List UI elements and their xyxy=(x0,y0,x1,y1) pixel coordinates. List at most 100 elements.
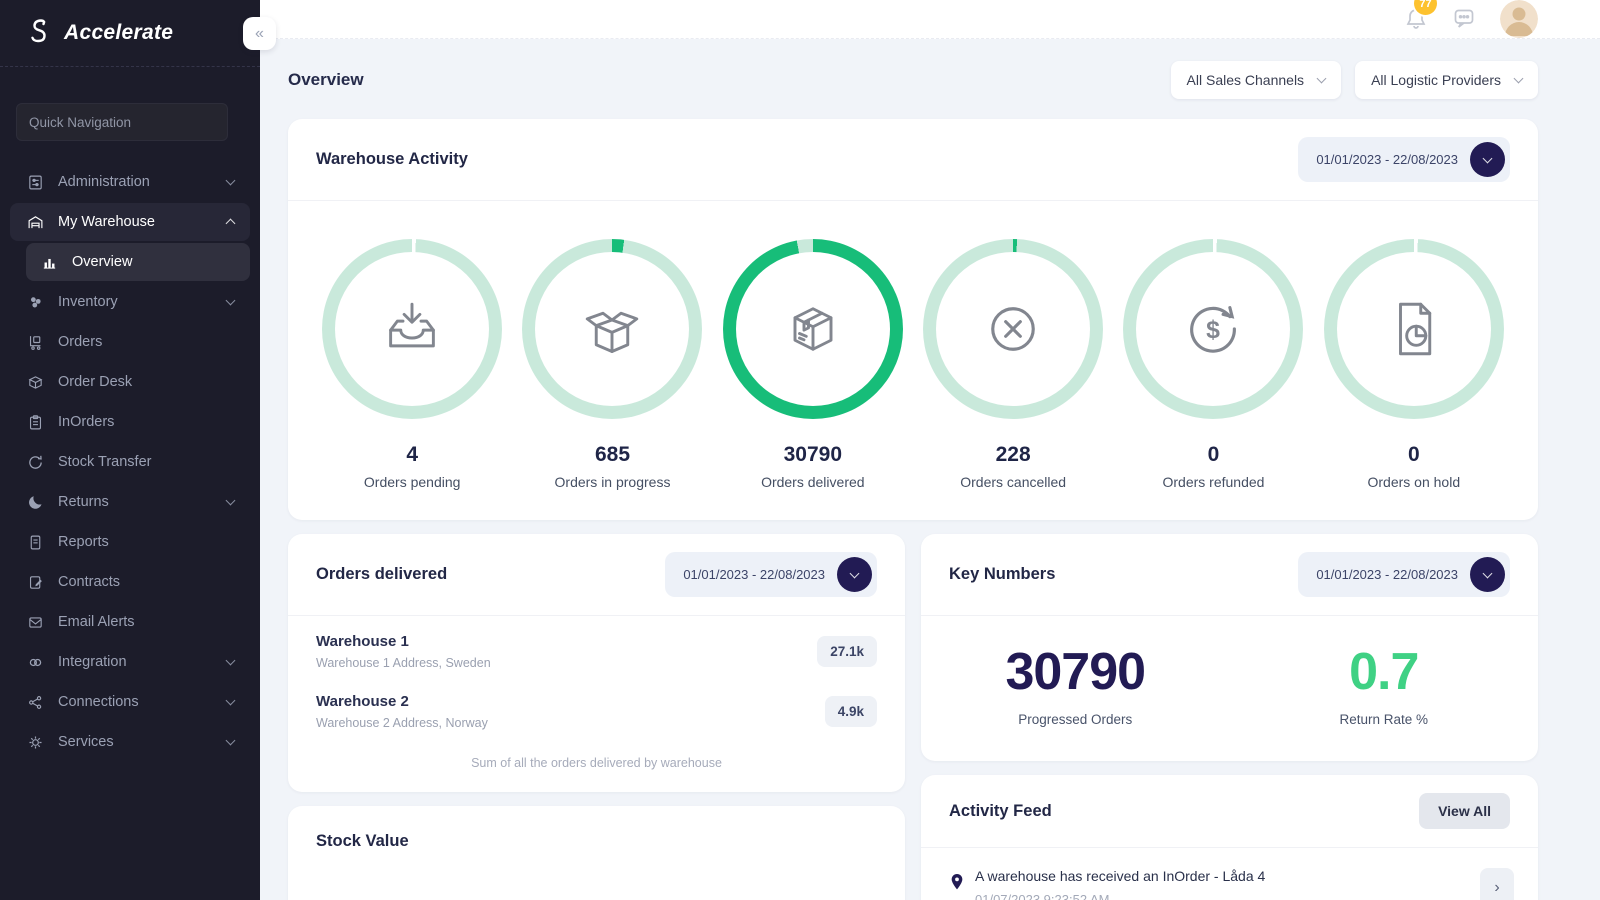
quick-navigation-input[interactable] xyxy=(16,103,228,141)
sidebar-item-label: Orders xyxy=(58,334,103,350)
delivered-count-badge: 27.1k xyxy=(817,636,877,667)
stat-value: 0 xyxy=(1407,443,1420,466)
sidebar-item-label: My Warehouse xyxy=(58,214,155,230)
chevron-up-icon xyxy=(225,218,236,228)
progress-ring xyxy=(722,239,903,419)
warehouse-row: Warehouse 1 Warehouse 1 Address, Sweden … xyxy=(288,616,905,676)
sidebar-item-connections[interactable]: Connections xyxy=(10,683,250,721)
stat-value: 0 xyxy=(1207,443,1220,466)
gear-icon xyxy=(26,733,44,751)
stat-orders-in-progress: 685 Orders in progress xyxy=(512,239,712,490)
sidebar-item-overview[interactable]: Overview xyxy=(26,243,250,281)
sales-channels-value: All Sales Channels xyxy=(1186,72,1305,88)
sidebar-item-inorders[interactable]: InOrders xyxy=(10,403,250,441)
warehouse-name: Warehouse 1 xyxy=(316,633,409,650)
date-range-picker[interactable]: 01/01/2023 - 22/08/2023 xyxy=(1298,552,1510,597)
chevron-right-icon[interactable]: › xyxy=(1480,868,1514,900)
chevron-down-icon[interactable] xyxy=(837,557,872,592)
activity-entry-text: A warehouse has received an InOrder - Lå… xyxy=(975,868,1266,884)
metric-progressed-orders: 30790 Progressed Orders xyxy=(921,642,1230,727)
warehouse-address: Warehouse 2 Address, Norway xyxy=(316,716,488,730)
notifications-button[interactable]: 77 xyxy=(1404,0,1437,32)
sidebar-item-label: Stock Transfer xyxy=(58,454,152,470)
user-avatar[interactable] xyxy=(1500,0,1538,38)
double-chevron-left-icon: « xyxy=(255,24,264,42)
card-title: Warehouse Activity xyxy=(316,150,468,168)
sidebar-item-orders[interactable]: Orders xyxy=(10,323,250,361)
document-pen-icon xyxy=(26,573,44,591)
sidebar-item-reports[interactable]: Reports xyxy=(10,523,250,561)
sidebar-item-inventory[interactable]: Inventory xyxy=(10,283,250,321)
hand-truck-icon xyxy=(26,333,44,351)
sidebar-item-returns[interactable]: Returns xyxy=(10,483,250,521)
sidebar-item-integration[interactable]: Integration xyxy=(10,643,250,681)
right-column: Key Numbers 01/01/2023 - 22/08/2023 3079… xyxy=(921,534,1538,900)
sidebar-item-my-warehouse[interactable]: My Warehouse xyxy=(10,203,250,241)
sliders-icon xyxy=(26,173,44,191)
filters: All Sales Channels All Logistic Provider… xyxy=(1170,61,1538,99)
stat-label: Orders delivered xyxy=(761,474,865,490)
brand-logo-icon xyxy=(31,19,46,43)
card-title: Orders delivered xyxy=(316,565,448,583)
stat-value: 4 xyxy=(406,443,418,466)
sidebar-item-order-desk[interactable]: Order Desk xyxy=(10,363,250,401)
sidebar-collapse-button[interactable]: « xyxy=(243,17,276,50)
date-range-label: 01/01/2023 - 22/08/2023 xyxy=(1316,152,1458,167)
activity-feed-entry[interactable]: A warehouse has received an InOrder - Lå… xyxy=(921,848,1538,900)
sidebar-item-email-alerts[interactable]: Email Alerts xyxy=(10,603,250,641)
x-circle-icon xyxy=(977,293,1049,365)
warehouse-address: Warehouse 1 Address, Sweden xyxy=(316,656,491,670)
progress-ring xyxy=(923,239,1104,419)
activity-feed-card: Activity Feed View All A warehouse has r… xyxy=(921,775,1538,900)
share-nodes-icon xyxy=(26,693,44,711)
card-title: Stock Value xyxy=(316,832,409,850)
activity-entry-texts: A warehouse has received an InOrder - Lå… xyxy=(975,868,1470,900)
sidebar-item-services[interactable]: Services xyxy=(10,723,250,761)
bar-chart-icon xyxy=(40,253,58,271)
topbar: 77 xyxy=(260,0,1600,39)
chat-icon xyxy=(1454,9,1474,28)
chevron-down-icon[interactable] xyxy=(1470,142,1505,177)
sidebar-nav: Administration My Warehouse Overview Inv… xyxy=(0,155,260,900)
sales-channels-select[interactable]: All Sales Channels xyxy=(1170,61,1342,99)
sidebar-item-stock-transfer[interactable]: Stock Transfer xyxy=(10,443,250,481)
chevron-down-icon xyxy=(225,655,236,666)
date-range-picker[interactable]: 01/01/2023 - 22/08/2023 xyxy=(665,552,877,597)
stat-label: Orders pending xyxy=(363,474,461,490)
sidebar-item-label: InOrders xyxy=(58,414,115,430)
box-icon xyxy=(26,373,44,391)
link-rings-icon xyxy=(26,653,44,671)
stat-orders-delivered: 30790 Orders delivered xyxy=(713,239,913,490)
chevron-down-icon[interactable] xyxy=(1470,557,1505,592)
logistic-providers-select[interactable]: All Logistic Providers xyxy=(1355,61,1538,99)
key-numbers-body: 30790 Progressed Orders 0.7 Return Rate … xyxy=(921,616,1538,761)
stat-orders-on-hold: 0 Orders on hold xyxy=(1314,239,1514,490)
sidebar: Accelerate Administration My Warehouse O… xyxy=(0,0,260,900)
chevron-down-icon xyxy=(225,695,236,706)
sidebar-item-contracts[interactable]: Contracts xyxy=(10,563,250,601)
metric-return-rate: 0.7 Return Rate % xyxy=(1230,642,1539,727)
sidebar-item-administration[interactable]: Administration xyxy=(10,163,250,201)
view-all-button[interactable]: View All xyxy=(1419,793,1510,829)
mail-icon xyxy=(26,613,44,631)
stat-label: Orders in progress xyxy=(554,474,671,490)
page-content: Overview All Sales Channels All Logistic… xyxy=(260,39,1600,900)
progress-ring xyxy=(1323,239,1504,419)
main-area: 77 Overview All Sales Channels All Logis… xyxy=(260,0,1600,900)
stat-orders-refunded: $ 0 Orders refunded xyxy=(1113,239,1313,490)
card-title: Activity Feed xyxy=(949,801,1052,820)
progress-ring: $ xyxy=(1123,239,1304,419)
sidebar-item-label: Email Alerts xyxy=(58,614,135,630)
warehouse-activity-stats: 4 Orders pending 685 Orders in progress xyxy=(288,201,1538,520)
clipboard-icon xyxy=(26,413,44,431)
stock-value-card: Stock Value xyxy=(288,806,905,900)
date-range-picker[interactable]: 01/01/2023 - 22/08/2023 xyxy=(1298,137,1510,182)
refresh-icon xyxy=(26,453,44,471)
stat-orders-cancelled: 228 Orders cancelled xyxy=(913,239,1113,490)
delivered-count-badge: 4.9k xyxy=(824,696,877,727)
key-numbers-header: Key Numbers 01/01/2023 - 22/08/2023 xyxy=(921,534,1538,616)
inbox-receive-icon xyxy=(376,293,448,365)
messages-button[interactable] xyxy=(1452,6,1478,32)
stat-orders-pending: 4 Orders pending xyxy=(312,239,512,490)
sidebar-item-label: Integration xyxy=(58,654,127,670)
